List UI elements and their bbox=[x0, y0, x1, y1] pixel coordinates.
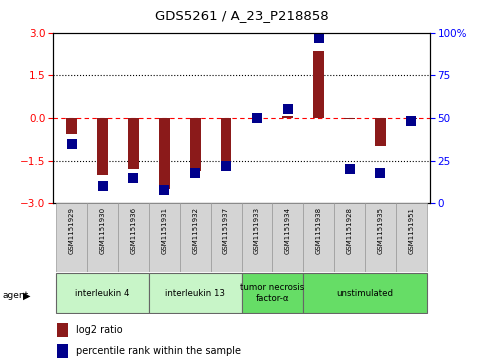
Text: agent: agent bbox=[2, 291, 28, 300]
Point bbox=[253, 115, 261, 121]
Text: tumor necrosis
factor-α: tumor necrosis factor-α bbox=[240, 284, 304, 303]
Text: GSM1151931: GSM1151931 bbox=[161, 207, 167, 254]
Bar bbox=[283, 116, 293, 118]
Point bbox=[346, 166, 354, 172]
Bar bbox=[272, 203, 303, 272]
Point bbox=[408, 118, 415, 124]
Bar bbox=[252, 118, 262, 120]
Point bbox=[191, 170, 199, 175]
Bar bbox=[56, 203, 87, 272]
Bar bbox=[57, 344, 68, 358]
Bar bbox=[396, 203, 427, 272]
Text: GSM1151936: GSM1151936 bbox=[130, 207, 136, 254]
Text: GSM1151933: GSM1151933 bbox=[254, 207, 260, 254]
Text: GSM1151930: GSM1151930 bbox=[99, 207, 106, 254]
Bar bbox=[334, 203, 365, 272]
Text: interleukin 4: interleukin 4 bbox=[75, 289, 130, 298]
Text: ▶: ▶ bbox=[23, 291, 31, 301]
Bar bbox=[159, 118, 170, 189]
Bar bbox=[97, 118, 108, 175]
Bar bbox=[149, 273, 242, 313]
Bar bbox=[303, 273, 427, 313]
Text: unstimulated: unstimulated bbox=[337, 289, 394, 298]
Bar bbox=[128, 118, 139, 169]
Bar bbox=[180, 203, 211, 272]
Bar bbox=[313, 51, 324, 118]
Text: GSM1151932: GSM1151932 bbox=[192, 207, 198, 254]
Bar bbox=[66, 118, 77, 134]
Bar bbox=[149, 203, 180, 272]
Bar bbox=[344, 118, 355, 119]
Bar bbox=[406, 118, 417, 119]
Text: GSM1151934: GSM1151934 bbox=[285, 207, 291, 254]
Text: log2 ratio: log2 ratio bbox=[76, 325, 122, 335]
Text: GSM1151938: GSM1151938 bbox=[316, 207, 322, 254]
Text: GSM1151951: GSM1151951 bbox=[408, 207, 414, 254]
Bar bbox=[87, 203, 118, 272]
Text: GSM1151928: GSM1151928 bbox=[347, 207, 353, 254]
Bar bbox=[221, 118, 231, 163]
Text: interleukin 13: interleukin 13 bbox=[165, 289, 225, 298]
Bar bbox=[242, 273, 303, 313]
Text: GSM1151929: GSM1151929 bbox=[69, 207, 75, 254]
Point bbox=[129, 175, 137, 181]
Text: percentile rank within the sample: percentile rank within the sample bbox=[76, 346, 241, 356]
Bar bbox=[242, 203, 272, 272]
Bar bbox=[57, 323, 68, 337]
Point bbox=[377, 170, 384, 175]
Bar bbox=[375, 118, 386, 146]
Text: GSM1151935: GSM1151935 bbox=[377, 207, 384, 254]
Bar bbox=[365, 203, 396, 272]
Point bbox=[99, 183, 106, 189]
Bar bbox=[303, 203, 334, 272]
Point bbox=[315, 35, 323, 41]
Bar bbox=[211, 203, 242, 272]
Bar bbox=[56, 273, 149, 313]
Text: GSM1151937: GSM1151937 bbox=[223, 207, 229, 254]
Point bbox=[222, 163, 230, 169]
Point bbox=[284, 107, 292, 113]
Text: GDS5261 / A_23_P218858: GDS5261 / A_23_P218858 bbox=[155, 9, 328, 22]
Bar bbox=[118, 203, 149, 272]
Point bbox=[160, 187, 168, 192]
Point bbox=[68, 141, 75, 147]
Bar bbox=[190, 118, 200, 171]
